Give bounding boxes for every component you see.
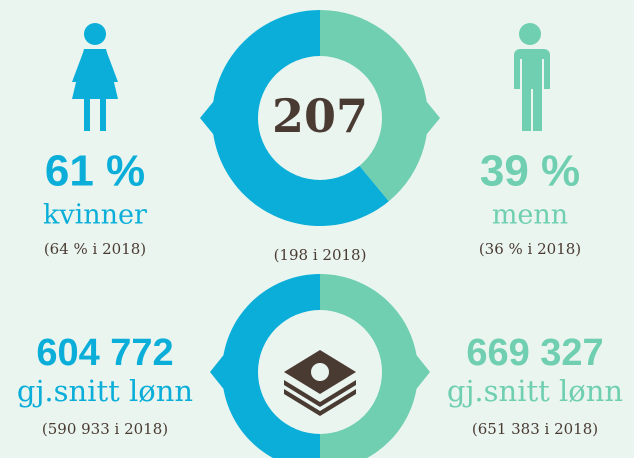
man-icon (514, 23, 550, 131)
category-label: menn (492, 200, 568, 231)
note: (64 % i 2018) (44, 240, 146, 258)
center-value: 207 (272, 89, 368, 143)
category-label: kvinner (43, 200, 147, 231)
ear (210, 352, 226, 392)
note: (36 % i 2018) (479, 240, 581, 258)
salary-value: 604 772 (36, 332, 173, 374)
salary-note: (590 933 i 2018) (42, 420, 168, 438)
donut-hole (258, 56, 382, 180)
money-icon (284, 350, 356, 416)
value-label: 39 % (480, 147, 580, 196)
salary-note: (651 383 i 2018) (472, 420, 598, 438)
center-note: (198 i 2018) (274, 246, 367, 264)
salary-label: gj.snitt lønn (17, 374, 193, 408)
ear (414, 352, 430, 392)
value-label: 61 % (45, 147, 145, 196)
salary-label: gj.snitt lønn (447, 374, 623, 408)
woman-icon (72, 23, 118, 131)
salary-value: 669 327 (466, 332, 603, 374)
